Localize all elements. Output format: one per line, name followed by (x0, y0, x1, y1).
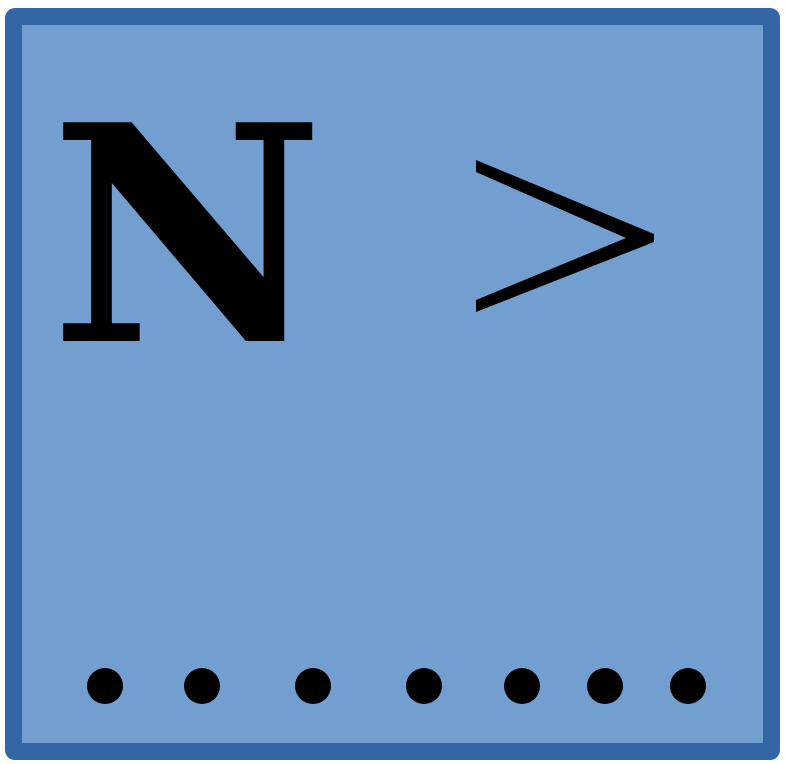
letter-n: N (50, 59, 325, 412)
greater-than-icon (476, 160, 654, 312)
symbol-card (5, 8, 780, 760)
